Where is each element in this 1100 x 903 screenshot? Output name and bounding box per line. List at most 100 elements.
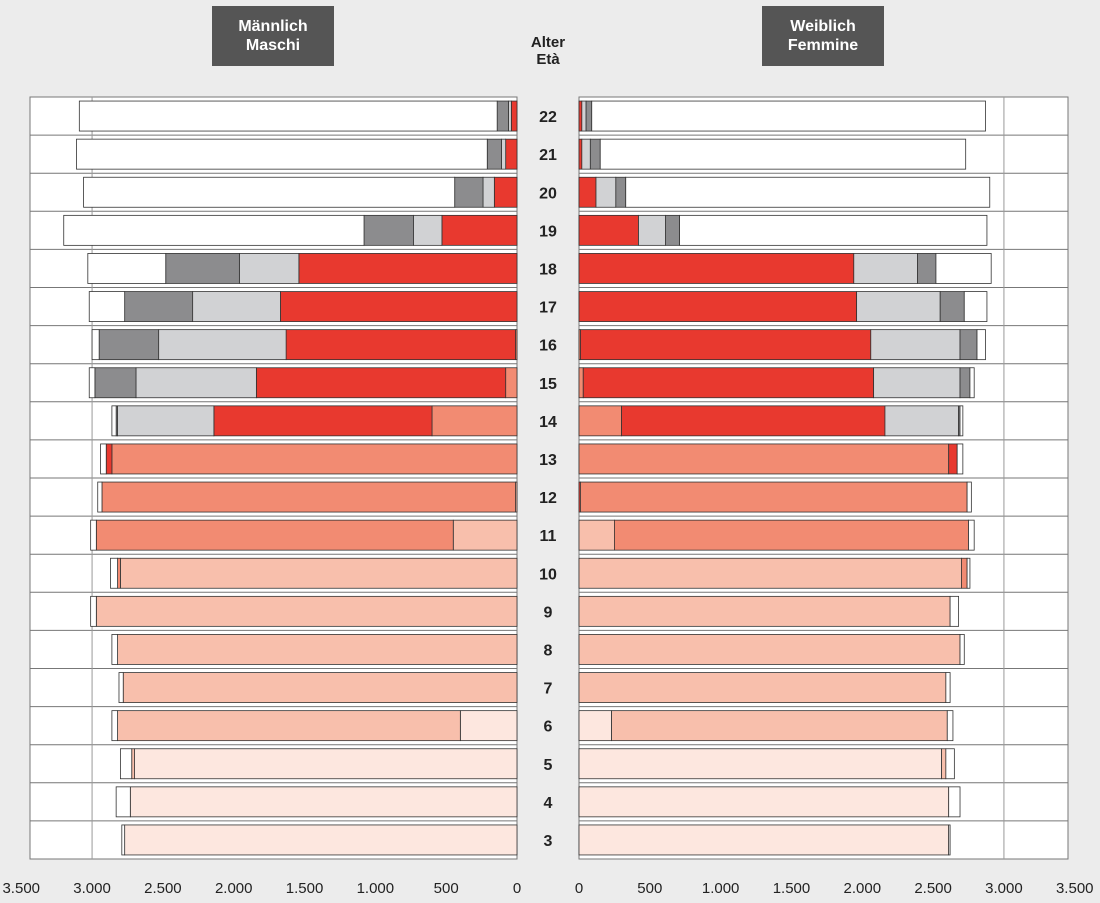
- female-bar-age-7-seg-0: [579, 673, 946, 703]
- male-x-tick-label: 2.000: [215, 880, 253, 897]
- male-bar-age-20-seg-0: [494, 177, 517, 207]
- male-x-tick-label: 3.500: [2, 880, 40, 897]
- male-bar-age-17-seg-3: [89, 292, 124, 322]
- female-bar-age-18-seg-2: [918, 253, 936, 283]
- male-bar-age-20-seg-1: [483, 177, 494, 207]
- male-bar-age-19-seg-3: [64, 215, 364, 245]
- male-bar-age-5-seg-2: [120, 749, 131, 779]
- male-bar-age-14-seg-0: [432, 406, 517, 436]
- female-bar-age-22-seg-3: [592, 101, 986, 131]
- female-bar-age-17-seg-2: [940, 292, 964, 322]
- female-bar-age-11-seg-1: [614, 520, 968, 550]
- female-bar-age-14-seg-2: [885, 406, 959, 436]
- age-label-11: 11: [540, 528, 557, 545]
- female-bar-age-6-seg-0: [579, 711, 612, 741]
- male-bar-age-16-seg-2: [159, 330, 286, 360]
- male-bar-age-13-seg-0: [112, 444, 517, 474]
- male-bar-age-10-seg-0: [120, 558, 517, 588]
- age-label-7: 7: [544, 681, 553, 698]
- male-bar-age-5-seg-0: [135, 749, 517, 779]
- age-label-6: 6: [544, 719, 553, 736]
- age-label-14: 14: [539, 414, 557, 431]
- male-bar-age-4-seg-1: [116, 787, 130, 817]
- male-bar-age-11-seg-2: [91, 520, 97, 550]
- female-x-tick-label: 3.500: [1056, 880, 1094, 897]
- male-x-tick-label: 0: [513, 880, 521, 897]
- female-bar-age-16-seg-4: [977, 330, 985, 360]
- male-bar-age-7-seg-0: [123, 673, 517, 703]
- female-bar-age-5-seg-1: [942, 749, 946, 779]
- female-bar-age-10-seg-2: [967, 558, 970, 588]
- male-bar-age-9-seg-0: [96, 596, 517, 626]
- male-bar-age-22-seg-0: [511, 101, 517, 131]
- female-bar-age-8-seg-1: [960, 634, 964, 664]
- female-bar-age-10-seg-1: [961, 558, 967, 588]
- female-bar-age-17-seg-0: [579, 292, 857, 322]
- male-bar-age-18-seg-0: [299, 253, 517, 283]
- female-x-tick-label: 2.500: [914, 880, 952, 897]
- male-bar-age-22-seg-1: [509, 101, 512, 131]
- age-label-12: 12: [539, 490, 557, 507]
- age-label-5: 5: [544, 757, 553, 774]
- female-bar-age-9-seg-1: [950, 596, 958, 626]
- male-x-tick-label: 2.500: [144, 880, 182, 897]
- female-bar-age-21-seg-2: [590, 139, 600, 169]
- male-bar-age-15-seg-4: [89, 368, 95, 398]
- female-bar-age-15-seg-4: [970, 368, 974, 398]
- female-bar-age-14-seg-1: [621, 406, 884, 436]
- male-bar-age-15-seg-2: [136, 368, 256, 398]
- male-bar-age-15-seg-1: [256, 368, 505, 398]
- male-bar-age-8-seg-1: [112, 634, 118, 664]
- female-bar-age-11-seg-2: [969, 520, 975, 550]
- age-label-16: 16: [539, 338, 557, 355]
- age-label-20: 20: [539, 185, 557, 202]
- female-bar-age-18-seg-3: [936, 253, 991, 283]
- female-bar-age-21-seg-1: [582, 139, 590, 169]
- female-bar-age-19-seg-1: [638, 215, 665, 245]
- female-bar-age-20-seg-0: [579, 177, 596, 207]
- male-bar-age-6-seg-1: [118, 711, 461, 741]
- age-label-13: 13: [539, 452, 557, 469]
- female-x-tick-label: 500: [637, 880, 662, 897]
- female-bar-age-3-seg-0: [579, 825, 949, 855]
- male-bar-age-9-seg-1: [91, 596, 97, 626]
- age-label-8: 8: [544, 642, 553, 659]
- male-bar-age-8-seg-0: [118, 634, 517, 664]
- male-bar-age-17-seg-0: [280, 292, 517, 322]
- female-bar-age-4-seg-0: [579, 787, 949, 817]
- age-label-15: 15: [539, 376, 557, 393]
- female-bar-age-20-seg-1: [596, 177, 616, 207]
- female-x-tick-label: 1.500: [773, 880, 811, 897]
- male-bar-age-17-seg-2: [125, 292, 193, 322]
- female-bar-age-20-seg-3: [626, 177, 990, 207]
- male-bar-age-21-seg-0: [506, 139, 517, 169]
- female-bar-age-18-seg-0: [579, 253, 854, 283]
- female-bar-age-13-seg-1: [949, 444, 957, 474]
- female-bar-age-16-seg-1: [580, 330, 870, 360]
- male-bar-age-7-seg-1: [119, 673, 123, 703]
- male-bar-age-12-seg-1: [102, 482, 516, 512]
- female-bar-age-15-seg-2: [874, 368, 960, 398]
- male-bar-age-13-seg-1: [106, 444, 112, 474]
- male-bar-age-20-seg-3: [84, 177, 455, 207]
- female-x-tick-label: 0: [575, 880, 583, 897]
- male-bar-age-4-seg-0: [130, 787, 517, 817]
- age-label-19: 19: [539, 223, 557, 240]
- male-bar-age-16-seg-4: [92, 330, 99, 360]
- male-bar-age-11-seg-1: [96, 520, 453, 550]
- male-bar-age-18-seg-3: [88, 253, 166, 283]
- male-bar-age-21-seg-1: [501, 139, 505, 169]
- female-bar-age-8-seg-0: [579, 634, 960, 664]
- male-bar-age-21-seg-2: [487, 139, 501, 169]
- female-bar-age-4-seg-1: [949, 787, 960, 817]
- female-x-tick-label: 3.000: [985, 880, 1023, 897]
- male-bar-age-20-seg-2: [455, 177, 483, 207]
- female-bar-age-22-seg-2: [586, 101, 592, 131]
- male-bar-age-14-seg-2: [118, 406, 214, 436]
- age-label-4: 4: [544, 795, 553, 812]
- female-bar-age-11-seg-0: [579, 520, 614, 550]
- male-x-tick-label: 1.500: [286, 880, 324, 897]
- female-bar-age-19-seg-0: [579, 215, 638, 245]
- male-bar-age-22-seg-2: [497, 101, 508, 131]
